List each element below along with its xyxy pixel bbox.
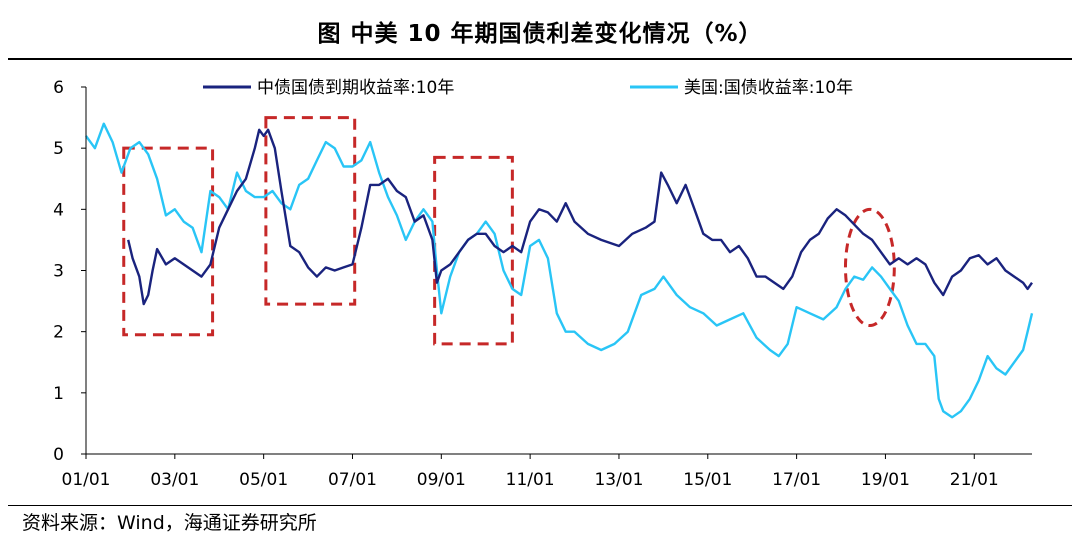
title-divider: [8, 58, 1072, 60]
chart-axes: 0 1 2 3 4 5 6 01/01 03/01 05/01 07/01 09/01 11/01 13/…: [53, 78, 1032, 490]
highlight-ellipse: [843, 207, 896, 328]
x-tick-label: 21/01: [950, 470, 999, 490]
line-chart: 0 1 2 3 4 5 6 01/01 03/01 05/01 07/01 09/01 11/01 13/…: [53, 78, 1034, 490]
x-tick-label: 19/01: [861, 470, 910, 490]
x-tick-label: 17/01: [772, 470, 821, 490]
y-tick-label: 0: [53, 445, 64, 465]
x-tick-label: 11/01: [506, 470, 555, 490]
series-lines: [85, 122, 1034, 419]
y-tick-label: 2: [53, 323, 64, 343]
x-tick-label: 03/01: [150, 470, 199, 490]
series-line-1: [127, 128, 1033, 306]
y-tick-label: 1: [53, 384, 64, 404]
highlight-annotations: [122, 116, 896, 346]
y-tick-label: 6: [53, 78, 64, 98]
x-tick-label: 01/01: [62, 470, 111, 490]
highlight-box-1: [122, 146, 215, 337]
series-line-2: [85, 122, 1034, 419]
highlight-box-2: [264, 116, 357, 306]
chart-title: 图 中美 10 年期国债利差变化情况（%）: [317, 21, 763, 47]
legend-label-1: 中债国债到期收益率:10年: [257, 78, 454, 98]
y-tick-label: 5: [53, 139, 64, 159]
source-note: 资料来源：Wind，海通证券研究所: [22, 512, 317, 534]
x-tick-label: 09/01: [417, 470, 466, 490]
source-divider: [8, 505, 1072, 506]
x-tick-label: 13/01: [594, 470, 643, 490]
x-tick-label: 05/01: [239, 470, 288, 490]
y-tick-label: 4: [53, 200, 64, 220]
x-tick-label: 07/01: [328, 470, 377, 490]
x-tick-label: 15/01: [683, 470, 732, 490]
legend-label-2: 美国:国债收益率:10年: [684, 78, 853, 98]
chart-legend: 中债国债到期收益率:10年 美国:国债收益率:10年: [203, 78, 853, 98]
y-tick-label: 3: [53, 262, 64, 282]
